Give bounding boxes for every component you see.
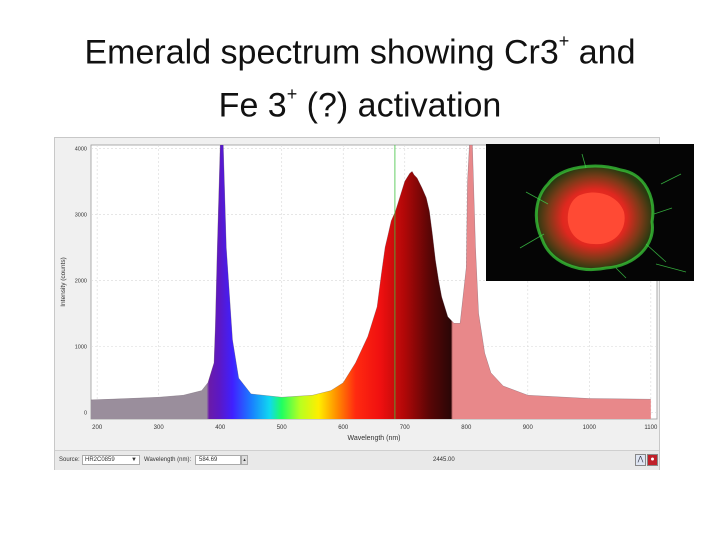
peak-tool-icon[interactable]: ⋀	[635, 454, 646, 466]
gem-core	[567, 192, 625, 245]
source-select[interactable]: HR2C0859 ▼	[82, 455, 140, 465]
y-tick-label: 0	[84, 410, 87, 416]
x-tick-label: 800	[461, 425, 472, 431]
x-axis-label: Wavelength (nm)	[347, 435, 400, 442]
y-tick-label: 4000	[75, 146, 87, 152]
x-axis: 200 300 400 500 600 700 800 900 1000 1100	[92, 425, 658, 431]
slide-title: Emerald spectrum showing Cr3+ and Fe 3+ …	[0, 22, 720, 129]
wavelength-value: 584.69	[199, 457, 218, 463]
emerald-fluorescence-image	[486, 144, 694, 281]
x-tick-label: 1000	[583, 425, 597, 431]
source-value: HR2C0859	[85, 457, 115, 463]
chevron-down-icon: ▼	[131, 457, 137, 463]
spectrum-area	[91, 145, 651, 419]
wavelength-input[interactable]: 584.69	[195, 455, 241, 465]
x-tick-label: 1100	[644, 425, 658, 431]
intensity-readout: 2445.00	[433, 457, 455, 463]
x-tick-label: 600	[338, 425, 349, 431]
title-line-2: Fe 3+ (?) activation	[218, 84, 502, 125]
y-tick-label: 3000	[75, 212, 87, 218]
title-line-1: Emerald spectrum showing Cr3+ and	[84, 31, 636, 72]
y-axis-label: Intensity (counts)	[60, 257, 67, 307]
green-fibres	[519, 153, 687, 279]
y-axis: 0 1000 2000 3000 4000	[75, 146, 87, 416]
record-icon[interactable]: ●	[647, 454, 658, 466]
wavelength-label: Wavelength (nm):	[144, 457, 192, 463]
status-bar: Source: HR2C0859 ▼ Wavelength (nm): 584.…	[55, 450, 659, 470]
x-tick-label: 500	[277, 425, 288, 431]
x-tick-label: 200	[92, 425, 103, 431]
x-tick-label: 400	[215, 425, 226, 431]
y-tick-label: 2000	[75, 278, 87, 284]
spectrum-outline	[91, 145, 651, 401]
source-label: Source:	[59, 457, 80, 463]
x-tick-label: 300	[154, 425, 165, 431]
wavelength-spinner[interactable]: ▴	[241, 455, 248, 465]
y-tick-label: 1000	[75, 344, 87, 350]
x-tick-label: 700	[400, 425, 411, 431]
x-tick-label: 900	[523, 425, 534, 431]
